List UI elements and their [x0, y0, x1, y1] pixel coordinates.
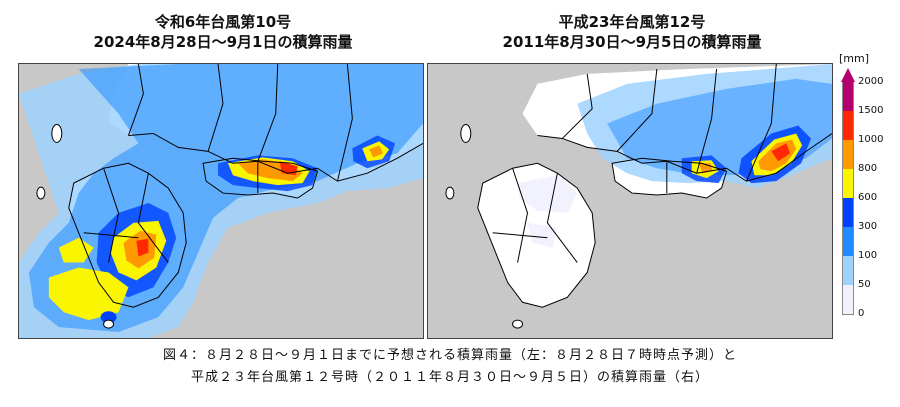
legend-swatch [842, 198, 854, 227]
legend-color-bar [842, 82, 854, 315]
legend-swatch [842, 111, 854, 140]
legend-tick-label: 300 [858, 221, 878, 232]
legend-tick-label: 100 [858, 250, 878, 261]
legend-tick-label: 800 [858, 163, 878, 174]
rain-50mm-kyushu [517, 175, 578, 213]
legend-tick-label: 2000 [858, 76, 884, 87]
left-map-svg [19, 64, 423, 338]
rain-1500mm-kyushu [136, 238, 149, 257]
right-title-line1: 平成23年台風第12号 [558, 13, 706, 31]
right-rainfall-map [427, 63, 833, 339]
legend-tick-label: 0 [858, 308, 865, 319]
rain-1000mm-kii [369, 145, 384, 158]
rain-50mm-kyushu-south [527, 222, 558, 248]
left-map-title: 令和6年台風第10号 2024年8月28日～9月1日の積算雨量 [18, 12, 428, 52]
legend-tick-label: 50 [858, 279, 871, 290]
legend-arrow [841, 68, 855, 82]
prefecture-borders [68, 64, 423, 308]
rain-1500mm-kii [771, 143, 791, 162]
caption-line2: 平成２３年台風第１２号時（２０１１年８月３０日～９月５日）の積算雨量（右） [190, 370, 709, 385]
right-map-svg [428, 64, 832, 338]
prefecture-borders [477, 64, 832, 308]
legend-unit: [mm] [839, 52, 870, 65]
right-map-title: 平成23年台風第12号 2011年8月30日～9月5日の積算雨量 [427, 12, 837, 52]
right-title-line2: 2011年8月30日～9月5日の積算雨量 [502, 33, 762, 51]
legend-swatch [842, 256, 854, 285]
western-islands [445, 124, 524, 329]
caption-line1: 図４：８月２８日～９月１日までに予想される積算雨量（左：８月２８日７時時点予測）… [162, 348, 737, 363]
western-islands [36, 124, 115, 329]
legend-swatch [842, 169, 854, 198]
rain-800mm-west [58, 237, 94, 263]
rain-800mm-south-kyushu [48, 267, 129, 321]
legend-swatch [842, 82, 854, 111]
left-title-line1: 令和6年台風第10号 [154, 13, 292, 31]
legend-tick-label: 600 [858, 192, 878, 203]
legend-tick-label: 1500 [858, 105, 884, 116]
legend-swatch [842, 140, 854, 169]
legend-tick-label: 1000 [858, 134, 884, 145]
legend-swatch [842, 227, 854, 256]
legend-swatch [842, 285, 854, 314]
island-tanegashima [100, 311, 117, 324]
left-rainfall-map [18, 63, 424, 339]
left-title-line2: 2024年8月28日～9月1日の積算雨量 [93, 33, 353, 51]
rainfall-legend: [mm] 2000 1500 1000 800 600 300 100 50 0 [836, 52, 900, 342]
